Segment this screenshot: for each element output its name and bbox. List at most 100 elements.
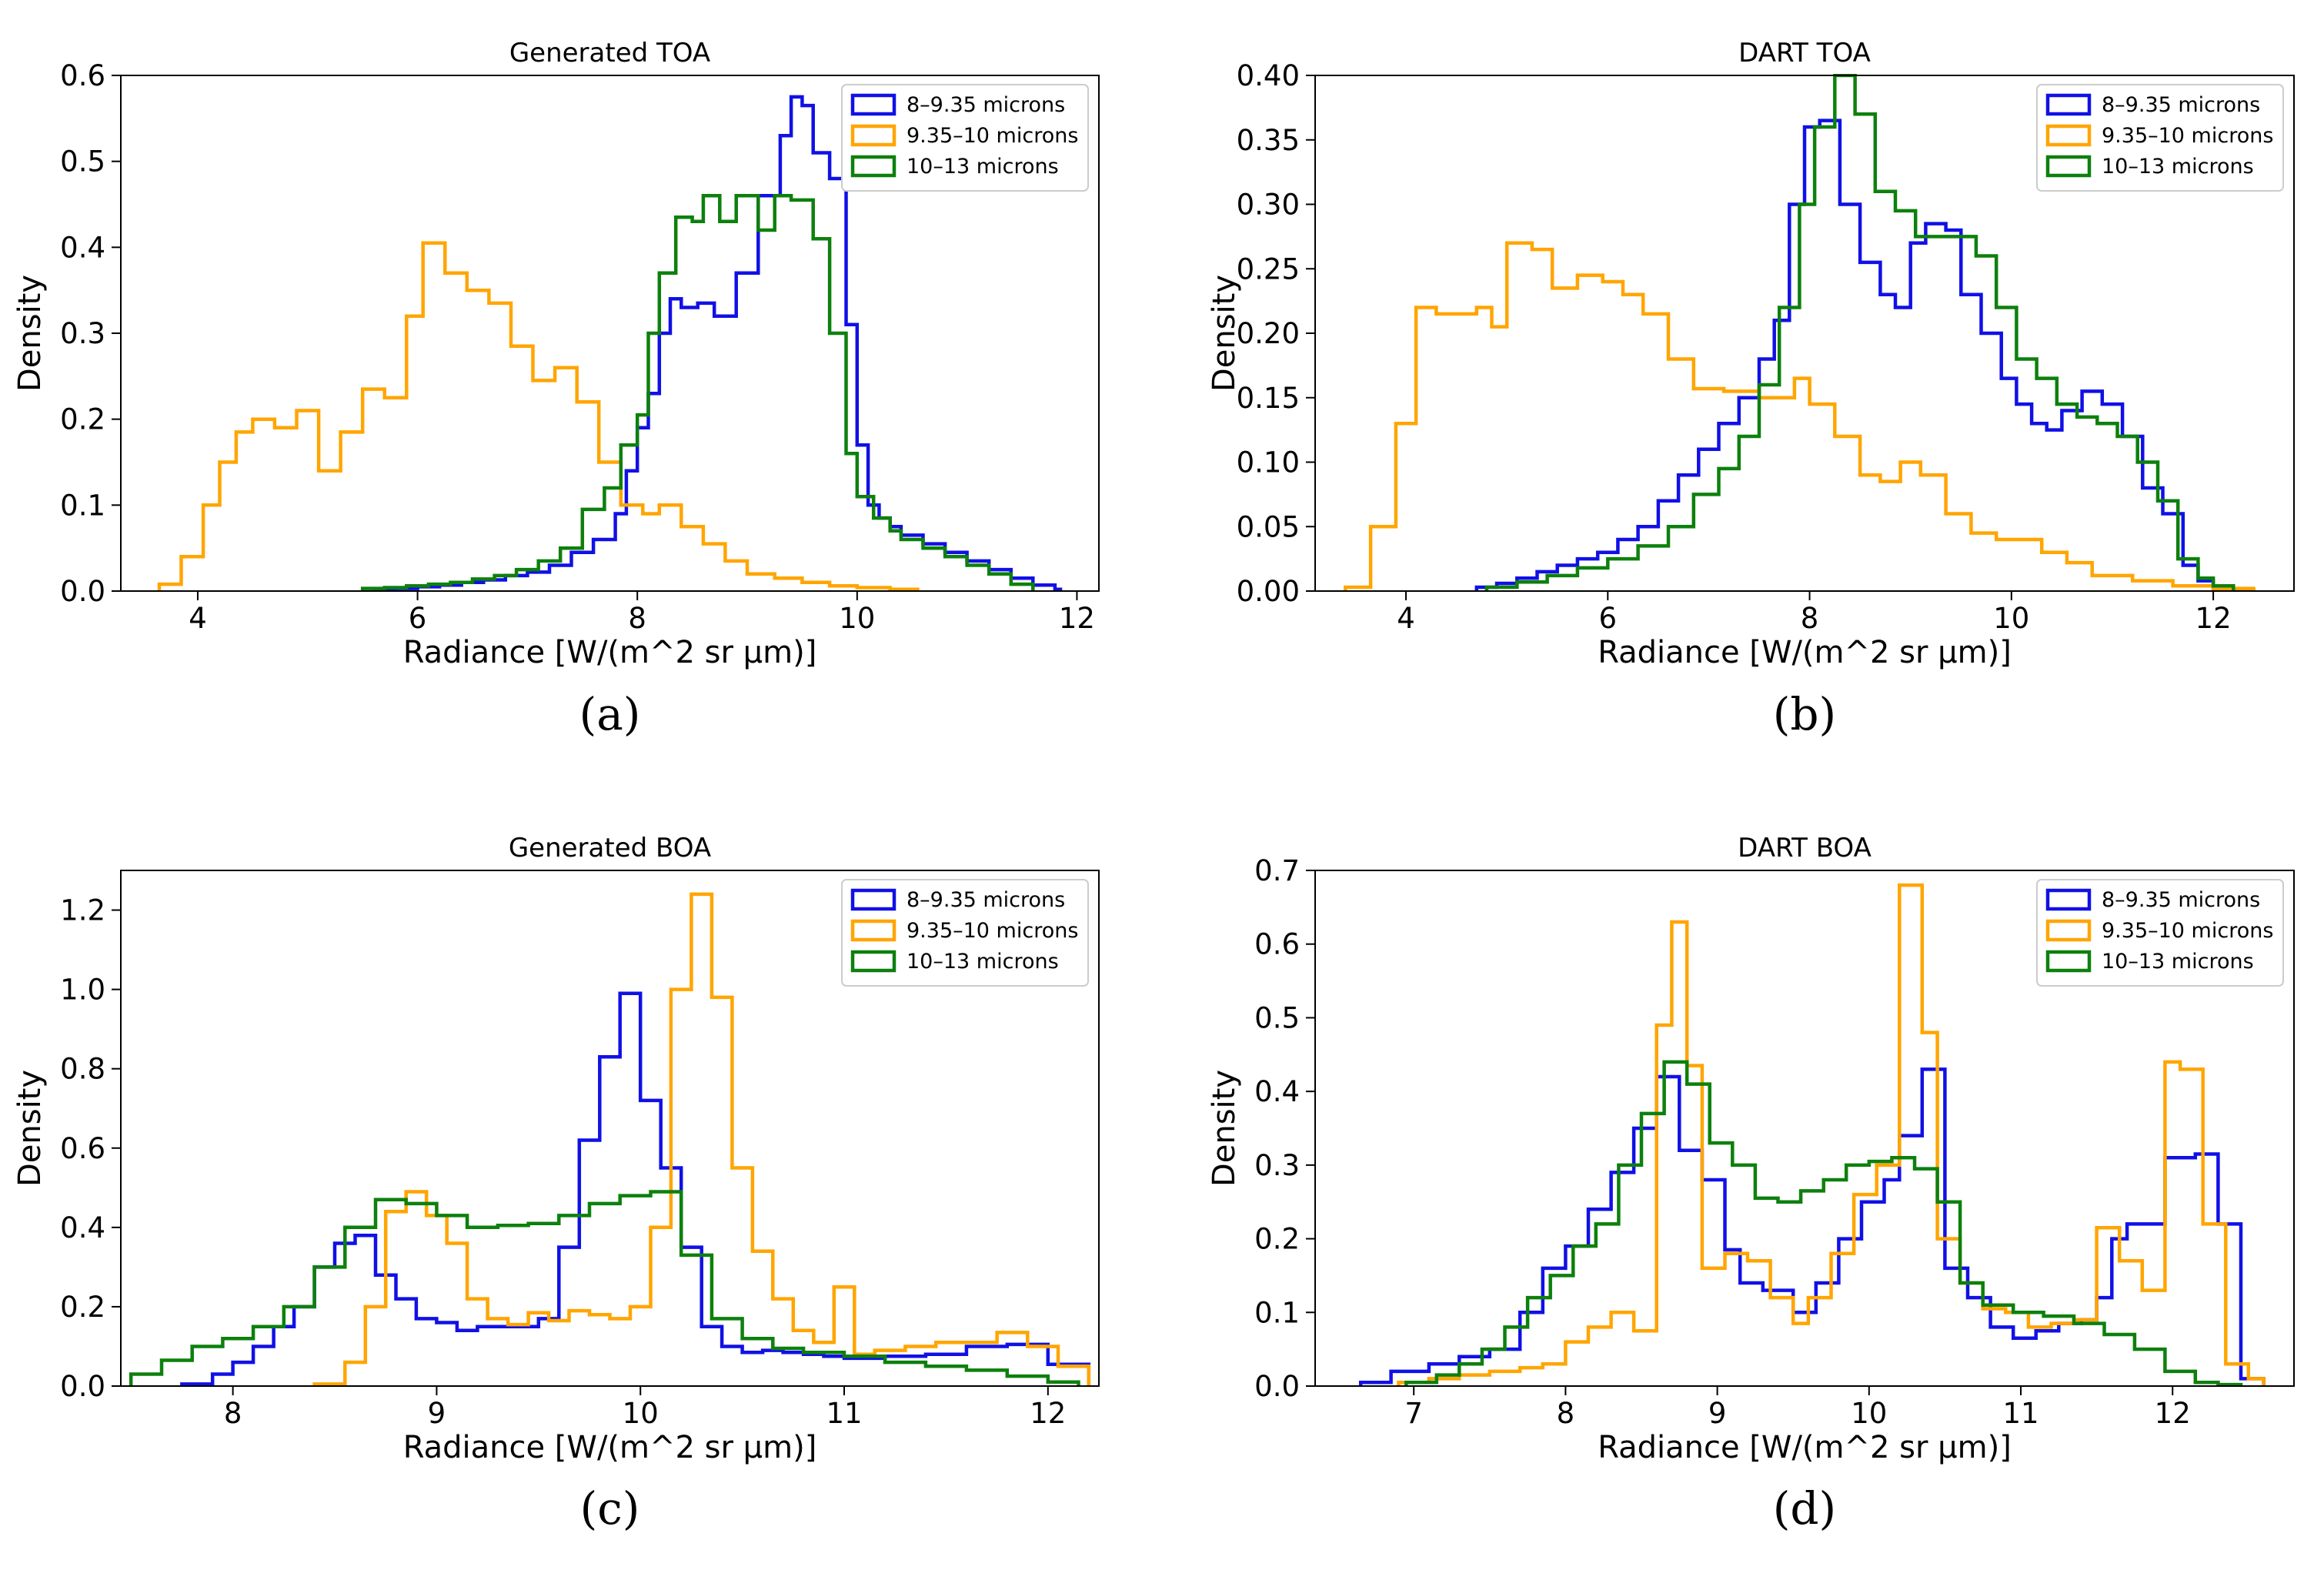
y-tick-label: 0.2 bbox=[60, 1291, 105, 1324]
panel-caption: (d) bbox=[1773, 1482, 1836, 1535]
y-axis-label: Density bbox=[12, 1070, 48, 1187]
legend-label: 8–9.35 microns bbox=[907, 888, 1065, 912]
y-tick-label: 0.30 bbox=[1237, 189, 1300, 222]
y-tick-label: 0.3 bbox=[1254, 1149, 1300, 1182]
x-tick-label: 12 bbox=[2155, 1397, 2191, 1430]
legend-box bbox=[2036, 879, 2284, 987]
legend-label: 10–13 microns bbox=[907, 950, 1059, 974]
series-line-orange bbox=[1397, 883, 2266, 1386]
x-tick-label: 10 bbox=[623, 1397, 659, 1430]
legend-swatch-green bbox=[850, 155, 897, 178]
legend-label: 10–13 microns bbox=[907, 155, 1059, 179]
chart-title: DART TOA bbox=[1738, 38, 1871, 68]
y-tick-label: 0.35 bbox=[1237, 124, 1300, 157]
y-tick-label: 0.1 bbox=[60, 489, 105, 522]
x-tick-label: 8 bbox=[224, 1397, 242, 1430]
series-group bbox=[1358, 883, 2266, 1386]
legend-swatch-green bbox=[2045, 950, 2092, 973]
x-tick-label: 10 bbox=[1851, 1397, 1887, 1430]
y-tick-label: 0.25 bbox=[1237, 252, 1300, 286]
x-tick-label: 11 bbox=[2002, 1397, 2039, 1430]
legend: 8–9.35 microns 9.35–10 microns 10–13 micro… bbox=[841, 84, 1089, 192]
x-axis-label: Radiance [W/(m^2 sr μm)] bbox=[403, 1430, 817, 1465]
series-group bbox=[157, 95, 1063, 591]
x-tick-label: 9 bbox=[1708, 1397, 1727, 1430]
x-tick-label: 4 bbox=[189, 602, 207, 635]
y-tick-label: 0.7 bbox=[1254, 854, 1300, 887]
x-tick-label: 8 bbox=[1801, 602, 1819, 635]
series-line-blue bbox=[1358, 1067, 2266, 1386]
x-tick-label: 12 bbox=[2195, 602, 2232, 635]
legend-label: 9.35–10 microns bbox=[907, 919, 1078, 943]
legend-box bbox=[2036, 84, 2284, 192]
legend: 8–9.35 microns 9.35–10 microns 10–13 micro… bbox=[841, 879, 1089, 987]
y-tick-label: 0.15 bbox=[1237, 382, 1300, 415]
legend-swatch-blue bbox=[2045, 93, 2092, 116]
y-tick-label: 0.00 bbox=[1237, 575, 1300, 608]
y-tick-label: 0.0 bbox=[1254, 1370, 1300, 1403]
y-tick-label: 0.2 bbox=[60, 403, 105, 436]
y-tick-label: 0.20 bbox=[1237, 317, 1300, 350]
y-tick-label: 0.4 bbox=[60, 1211, 105, 1244]
x-tick-label: 12 bbox=[1030, 1397, 1066, 1430]
legend-swatch-green bbox=[2045, 155, 2092, 178]
y-axis-label: Density bbox=[12, 275, 48, 392]
series-group bbox=[129, 892, 1091, 1386]
legend-label: 8–9.35 microns bbox=[907, 93, 1065, 117]
y-tick-label: 0.0 bbox=[60, 1370, 105, 1403]
x-tick-label: 4 bbox=[1397, 602, 1415, 635]
chart-title: Generated TOA bbox=[509, 38, 710, 68]
legend-swatch-orange bbox=[850, 124, 897, 147]
y-tick-label: 0.6 bbox=[60, 59, 105, 92]
legend-swatch-orange bbox=[850, 919, 897, 942]
series-line-green bbox=[1404, 1060, 2243, 1386]
x-tick-label: 8 bbox=[1557, 1397, 1575, 1430]
y-tick-label: 0.6 bbox=[1254, 928, 1300, 961]
legend-box bbox=[841, 879, 1089, 987]
x-tick-label: 6 bbox=[1599, 602, 1618, 635]
y-tick-label: 0.5 bbox=[60, 145, 105, 179]
chart-panel-d: 7 8 9 10 11 12 0.0 0.1 0.2 0.3 0.4 0.5 0.6 0.7 DART BO… bbox=[1207, 833, 2295, 1535]
y-axis-label: Density bbox=[1207, 1070, 1242, 1187]
x-axis-label: Radiance [W/(m^2 sr μm)] bbox=[1598, 635, 2012, 670]
legend-label: 8–9.35 microns bbox=[2102, 93, 2260, 117]
x-tick-label: 7 bbox=[1404, 1397, 1423, 1430]
chart-panel-b: 4 6 8 10 12 0.00 0.05 0.10 0.15 0.20 0.25 0.30 0.35 0… bbox=[1207, 38, 2295, 740]
x-tick-label: 6 bbox=[409, 602, 427, 635]
series-line-orange bbox=[157, 241, 920, 591]
legend-swatch-blue bbox=[850, 93, 897, 116]
series-line-orange bbox=[312, 892, 1091, 1386]
legend-label: 10–13 microns bbox=[2102, 950, 2254, 974]
y-tick-label: 0.2 bbox=[1254, 1223, 1300, 1256]
chart-title: Generated BOA bbox=[509, 833, 711, 864]
chart-panel-a: 4 6 8 10 12 0.0 0.1 0.2 0.3 0.4 0.5 0.6 Generated TO… bbox=[12, 38, 1100, 740]
y-tick-label: 0.4 bbox=[60, 231, 105, 264]
legend-swatch-green bbox=[850, 950, 897, 973]
x-tick-label: 8 bbox=[628, 602, 646, 635]
legend-swatch-orange bbox=[2045, 124, 2092, 147]
y-tick-label: 0.40 bbox=[1237, 59, 1300, 92]
legend-label: 10–13 microns bbox=[2102, 155, 2254, 179]
y-tick-label: 0.8 bbox=[60, 1053, 105, 1086]
legend: 8–9.35 microns 9.35–10 microns 10–13 micro… bbox=[2036, 84, 2284, 192]
legend-label: 9.35–10 microns bbox=[2102, 124, 2273, 148]
x-tick-label: 10 bbox=[839, 602, 875, 635]
y-axis-label: Density bbox=[1207, 275, 1242, 392]
axes-frame bbox=[120, 870, 1100, 1387]
y-tick-label: 1.2 bbox=[60, 894, 105, 927]
y-tick-label: 0.5 bbox=[1254, 1001, 1300, 1034]
x-tick-label: 11 bbox=[826, 1397, 862, 1430]
chart-panel-c: 8 9 10 11 12 0.0 0.2 0.4 0.6 0.8 1.0 1.2 Generated B… bbox=[12, 833, 1100, 1535]
chart-title: DART BOA bbox=[1738, 833, 1872, 864]
series-line-green bbox=[129, 1190, 1080, 1386]
x-tick-label: 12 bbox=[1059, 602, 1095, 635]
y-tick-label: 0.0 bbox=[60, 575, 105, 608]
x-tick-label: 9 bbox=[428, 1397, 446, 1430]
panel-caption: (c) bbox=[580, 1482, 640, 1535]
panel-caption: (a) bbox=[579, 688, 641, 740]
y-tick-label: 0.6 bbox=[60, 1132, 105, 1165]
legend-swatch-orange bbox=[2045, 919, 2092, 942]
x-tick-label: 10 bbox=[1993, 602, 2029, 635]
y-tick-label: 1.0 bbox=[60, 974, 105, 1007]
